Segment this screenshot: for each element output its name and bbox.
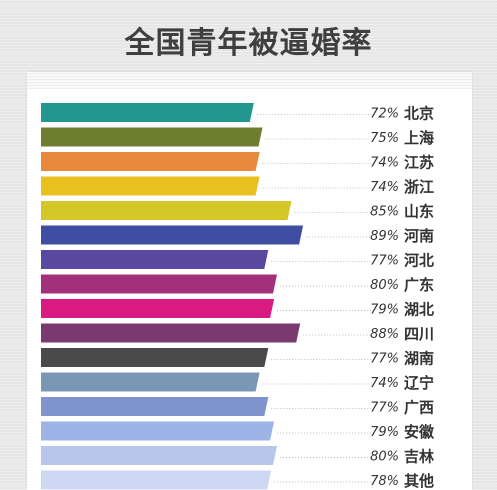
category-label: 浙江 bbox=[404, 178, 434, 196]
category-label: 河南 bbox=[404, 227, 434, 245]
category-label: 江苏 bbox=[404, 154, 434, 172]
category-label: 湖南 bbox=[404, 350, 434, 368]
bar-value-label: 74% bbox=[370, 376, 399, 391]
bar-value-label: 89% bbox=[370, 229, 399, 244]
category-label: 广西 bbox=[404, 399, 434, 417]
bar-row: 89% 河南 bbox=[41, 225, 434, 245]
bar bbox=[41, 152, 260, 171]
bar bbox=[41, 470, 272, 490]
bar-value-label: 85% bbox=[370, 205, 399, 220]
bar-row: 74% 辽宁 bbox=[41, 372, 434, 392]
bar-value-label: 75% bbox=[370, 131, 399, 146]
bar-row: 74% 浙江 bbox=[41, 176, 434, 196]
category-label: 四川 bbox=[404, 325, 434, 343]
category-label: 其他 bbox=[404, 472, 434, 490]
bar-value-label: 77% bbox=[370, 352, 399, 367]
bar-row: 75% 上海 bbox=[41, 127, 434, 147]
bar bbox=[41, 446, 277, 465]
bar bbox=[41, 225, 304, 245]
bar-value-label: 77% bbox=[370, 254, 399, 269]
bar-row: 85% 山东 bbox=[41, 201, 434, 221]
category-label: 北京 bbox=[404, 105, 434, 123]
bar-value-label: 74% bbox=[370, 156, 399, 171]
bar-value-label: 78% bbox=[370, 474, 399, 489]
bar bbox=[41, 299, 275, 318]
bar-value-label: 72% bbox=[370, 107, 399, 122]
bar bbox=[41, 127, 263, 147]
bar bbox=[41, 348, 269, 367]
bar-value-label: 80% bbox=[370, 450, 399, 465]
bar-row: 79% 安徽 bbox=[41, 421, 435, 441]
bar-value-label: 79% bbox=[370, 303, 399, 318]
category-label: 山东 bbox=[404, 203, 434, 221]
bar-row: 79% 湖北 bbox=[41, 299, 434, 319]
category-label: 吉林 bbox=[404, 448, 435, 466]
bar-row: 72% 北京 bbox=[41, 103, 434, 123]
bar-value-label: 80% bbox=[370, 278, 399, 293]
category-label: 安徽 bbox=[404, 423, 435, 441]
bar bbox=[41, 274, 277, 294]
chart-title: 全国青年被逼婚率 bbox=[124, 26, 373, 61]
bar-row: 80% 吉林 bbox=[41, 446, 435, 466]
bar bbox=[41, 372, 260, 392]
bar bbox=[41, 103, 254, 122]
bar bbox=[41, 176, 260, 196]
category-label: 辽宁 bbox=[404, 374, 434, 392]
bar-row: 80% 广东 bbox=[41, 274, 434, 294]
bar-value-label: 77% bbox=[370, 401, 399, 416]
bar bbox=[41, 201, 292, 220]
category-label: 湖北 bbox=[404, 301, 434, 319]
category-label: 河北 bbox=[404, 252, 434, 270]
category-label: 上海 bbox=[404, 129, 434, 147]
panel-top-band bbox=[27, 72, 472, 89]
bar bbox=[41, 421, 275, 441]
bar-row: 77% 河北 bbox=[41, 250, 434, 270]
bar-row: 78% 其他 bbox=[41, 470, 434, 490]
bar-row: 77% 湖南 bbox=[41, 348, 434, 368]
bar-row: 77% 广西 bbox=[41, 397, 434, 417]
bar-row: 88% 四川 bbox=[41, 323, 434, 343]
bar bbox=[41, 397, 269, 416]
category-label: 广东 bbox=[404, 276, 434, 294]
bar-value-label: 79% bbox=[370, 425, 399, 440]
bar-value-label: 74% bbox=[370, 180, 399, 195]
bar bbox=[41, 323, 301, 343]
bar-row: 74% 江苏 bbox=[41, 152, 434, 172]
bar bbox=[41, 250, 269, 269]
bar-value-label: 88% bbox=[370, 327, 399, 342]
